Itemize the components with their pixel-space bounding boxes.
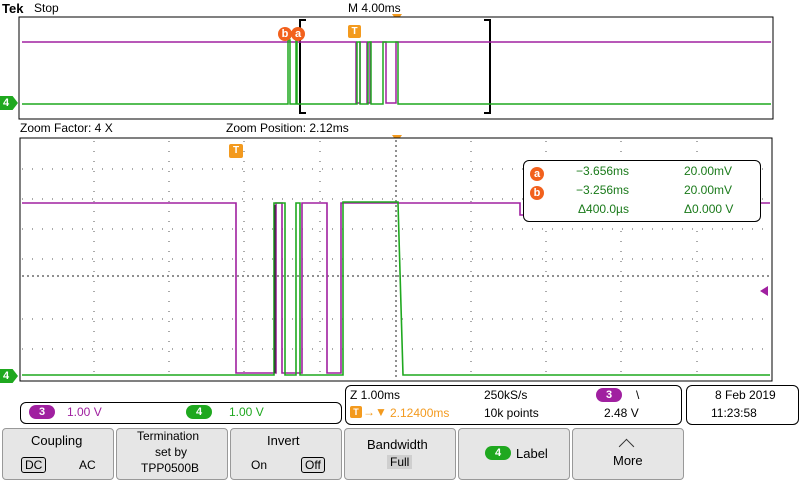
channel-scale-panel: 3 1.00 V 4 1.00 V	[20, 402, 342, 424]
time: 11:23:58	[711, 406, 757, 420]
cursor-b-icon: b	[530, 183, 544, 201]
termination-button[interactable]: Termination set by TPP0500B	[116, 428, 228, 480]
coupling-title: Coupling	[31, 433, 83, 448]
bandwidth-value: Full	[387, 455, 413, 469]
trigger-slope-icon: \	[636, 388, 640, 402]
cursor-b-volt: 20.00mV	[684, 183, 733, 197]
cursor-a-marker[interactable]: a	[291, 24, 305, 42]
invert-on-option[interactable]: On	[251, 458, 268, 472]
bandwidth-title: Bandwidth	[367, 437, 428, 452]
trigger-source-badge: 3	[596, 388, 622, 402]
zoom-position: Zoom Position: 2.12ms	[226, 121, 349, 135]
cursor-delta-time: Δ400.0µs	[578, 202, 629, 216]
more-title: More	[613, 453, 643, 468]
run-state: Stop	[34, 1, 59, 15]
sample-rate: 250kS/s	[484, 388, 528, 402]
coupling-dc-option[interactable]: DC	[21, 457, 47, 473]
ch4-scale: 1.00 V	[229, 405, 264, 419]
invert-off-option[interactable]: Off	[301, 457, 325, 473]
coupling-ac-option[interactable]: AC	[79, 458, 96, 472]
trigger-position: 2.12400ms	[390, 406, 450, 420]
label-button[interactable]: 4 Label	[458, 428, 570, 480]
brand-logo: Tek	[2, 1, 24, 16]
zoom-factor: Zoom Factor: 4 X	[20, 121, 113, 135]
cursor-a-icon: a	[530, 164, 544, 182]
cursor-b-marker[interactable]: b	[278, 24, 292, 42]
label-ch4-badge: 4	[485, 446, 511, 460]
zoom-time-div: Z 1.00ms	[350, 388, 401, 402]
timebase-readout: M 4.00ms	[348, 1, 401, 15]
overview-trigger-marker: T	[348, 25, 361, 38]
ch3-scale: 1.00 V	[67, 405, 102, 419]
ch3-badge[interactable]: 3	[29, 405, 55, 419]
trigger-t-icon: T	[350, 406, 362, 418]
trigger-level-marker	[760, 286, 768, 296]
acquisition-panel: Z 1.00ms 250kS/s 3 \ T →▼ 2.12400ms 10k …	[345, 385, 682, 425]
cursor-b-time: −3.256ms	[576, 183, 630, 197]
overview-waveform	[18, 16, 774, 120]
trigger-arrow-icon: →▼	[363, 405, 387, 419]
label-title: Label	[516, 446, 548, 461]
cursor-a-volt: 20.00mV	[684, 164, 733, 178]
termination-line1: Termination	[137, 429, 200, 443]
trigger-level: 2.48 V	[604, 406, 639, 420]
termination-line3: TPP0500B	[141, 461, 200, 475]
cursor-a-time: −3.656ms	[576, 164, 630, 178]
termination-line2: set by	[155, 445, 188, 459]
record-length: 10k points	[484, 406, 539, 420]
invert-title: Invert	[267, 433, 300, 448]
datetime-panel: 8 Feb 2019 11:23:58	[686, 385, 799, 425]
chevron-up-icon	[618, 438, 635, 455]
cursor-delta-volt: Δ0.000 V	[684, 202, 734, 216]
coupling-button[interactable]: Coupling DC AC	[2, 428, 114, 480]
bandwidth-button[interactable]: Bandwidth Full	[344, 428, 456, 480]
cursor-readout-panel: a −3.656ms 20.00mV b −3.256ms 20.00mV Δ4…	[523, 160, 761, 222]
date: 8 Feb 2019	[715, 388, 776, 402]
zoom-trigger-marker: T	[229, 144, 243, 158]
overview-ch4-ground-marker: 4	[0, 96, 18, 110]
ch4-ground-marker: 4	[0, 369, 18, 383]
invert-button[interactable]: Invert On Off	[230, 428, 342, 480]
ch4-badge[interactable]: 4	[186, 405, 212, 419]
more-button[interactable]: More	[572, 428, 684, 480]
